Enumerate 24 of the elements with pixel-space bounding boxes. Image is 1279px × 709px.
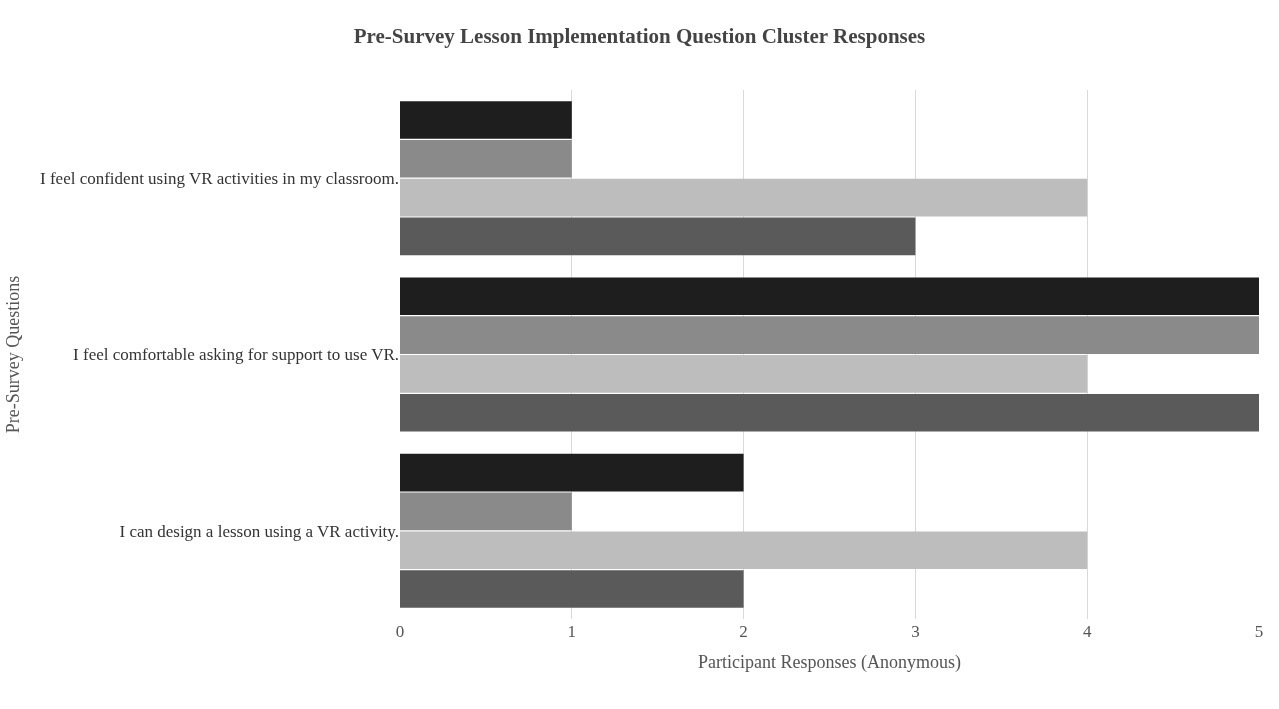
bar [400, 355, 1088, 393]
y-tick-label: I feel confident using VR activities in my classroom. [40, 169, 399, 189]
y-tick-label: I feel comfortable asking for support to use VR. [73, 345, 399, 365]
x-tick-label: 3 [911, 622, 920, 641]
bar [400, 316, 1259, 354]
bar [400, 277, 1259, 316]
chart-title: Pre-Survey Lesson Implementation Question Cluster Responses [353, 24, 926, 49]
x-tick-label: 4 [1082, 622, 1092, 641]
bar [400, 453, 744, 492]
bar [400, 492, 572, 531]
bar [400, 570, 744, 608]
x-tick-label: 0 [395, 622, 405, 641]
bar [400, 393, 1259, 432]
bar [400, 217, 916, 256]
x-axis-title: Participant Responses (Anonymous) [698, 652, 961, 674]
bar [400, 531, 1088, 570]
y-tick-label: I can design a lesson using a VR activity. [119, 521, 399, 541]
x-tick-label: 2 [739, 622, 748, 641]
y-axis-title: Pre-Survey Questions [3, 275, 24, 434]
bar [400, 139, 572, 178]
x-tick-label: 1 [567, 622, 577, 641]
bar [400, 178, 1088, 217]
x-tick-label: 5 [1254, 622, 1264, 641]
bar [400, 101, 572, 139]
